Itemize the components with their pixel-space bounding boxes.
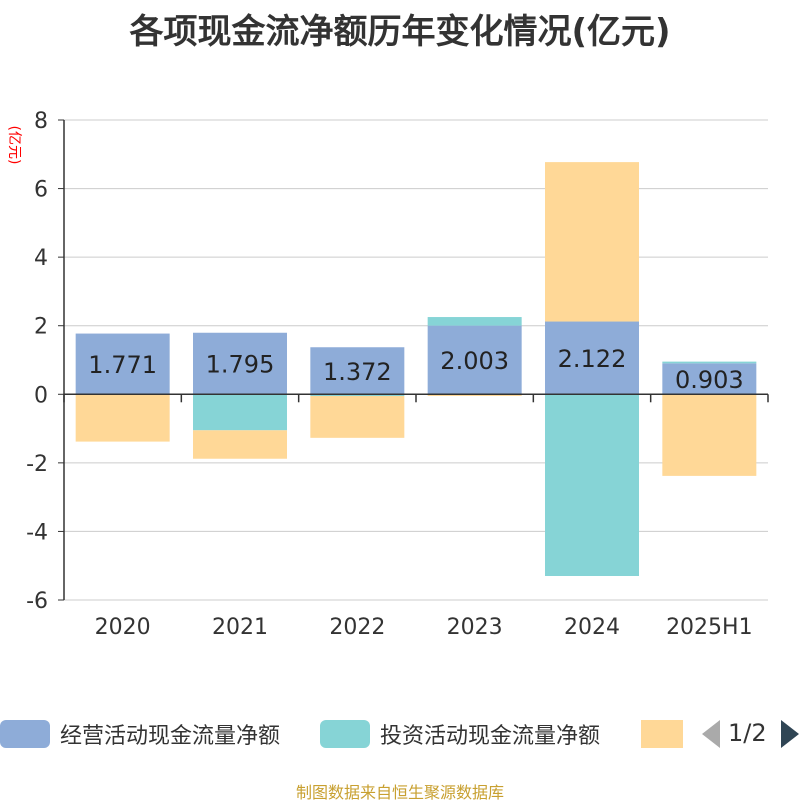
data-label-2023: 2.003 xyxy=(440,347,509,375)
data-label-2024: 2.122 xyxy=(558,345,627,373)
y-tick-label: 2 xyxy=(34,315,48,340)
bar-2020-series-1[interactable] xyxy=(75,333,170,395)
data-label-2025H1: 0.903 xyxy=(675,366,744,394)
data-label-2021: 1.795 xyxy=(206,351,275,379)
data-label-2022: 1.372 xyxy=(323,358,392,386)
bar-2025H1-series-2[interactable] xyxy=(662,361,757,364)
bar-2021-series-3[interactable] xyxy=(193,430,287,459)
legend-label-investing: 投资活动现金流量净额 xyxy=(380,724,601,749)
legend-page-indicator: 1/2 xyxy=(728,719,767,747)
bar-2024-series-2[interactable] xyxy=(545,394,639,576)
bar-2022-series-3[interactable] xyxy=(310,396,405,438)
legend-prev-arrow-icon[interactable] xyxy=(702,720,720,748)
x-tick-label: 2021 xyxy=(212,615,268,640)
legend-item-investing[interactable]: 投资活动现金流量净额 xyxy=(320,720,601,749)
bar-2022-series-2[interactable] xyxy=(310,394,405,396)
bar-2024-series-1[interactable] xyxy=(545,321,639,395)
bar-2025H1-series-1[interactable] xyxy=(662,363,757,395)
bar-2024-series-3[interactable] xyxy=(545,162,639,322)
x-tick-label: 2023 xyxy=(447,615,503,640)
legend-swatch-third[interactable] xyxy=(641,720,683,748)
chart-title: 各项现金流净额历年变化情况(亿元) xyxy=(129,12,671,52)
bar-2022-series-1[interactable] xyxy=(310,347,405,395)
y-tick-label: 4 xyxy=(34,246,48,271)
bar-2023-series-3[interactable] xyxy=(427,394,522,396)
legend-swatch-investing xyxy=(320,720,370,748)
y-tick-label: -4 xyxy=(26,520,48,545)
source-note: 制图数据来自恒生聚源数据库 xyxy=(295,783,504,802)
x-tick-label: 2022 xyxy=(329,615,385,640)
y-tick-label: -6 xyxy=(26,589,48,614)
bar-2021-series-2[interactable] xyxy=(193,394,287,431)
x-tick-label: 2020 xyxy=(95,615,151,640)
y-tick-label: -2 xyxy=(26,452,48,477)
legend-swatch-operating xyxy=(0,720,50,748)
y-tick-label: 0 xyxy=(34,383,48,408)
bar-2021-series-1[interactable] xyxy=(193,332,287,395)
bar-2023-series-2[interactable] xyxy=(427,317,522,326)
y-tick-label: 6 xyxy=(34,178,48,203)
x-tick-label: 2024 xyxy=(564,615,620,640)
bar-2025H1-series-3[interactable] xyxy=(662,394,757,476)
bar-2020-series-3[interactable] xyxy=(75,394,170,442)
y-axis-label: (亿元) xyxy=(6,126,22,165)
x-tick-label: 2025H1 xyxy=(666,615,753,640)
legend-next-arrow-icon[interactable] xyxy=(781,720,799,748)
data-label-2020: 1.771 xyxy=(88,351,157,379)
bar-2023-series-1[interactable] xyxy=(427,325,522,395)
y-tick-label: 8 xyxy=(34,109,48,134)
legend-item-operating[interactable]: 经营活动现金流量净额 xyxy=(0,720,281,749)
legend-label-operating: 经营活动现金流量净额 xyxy=(60,724,281,749)
